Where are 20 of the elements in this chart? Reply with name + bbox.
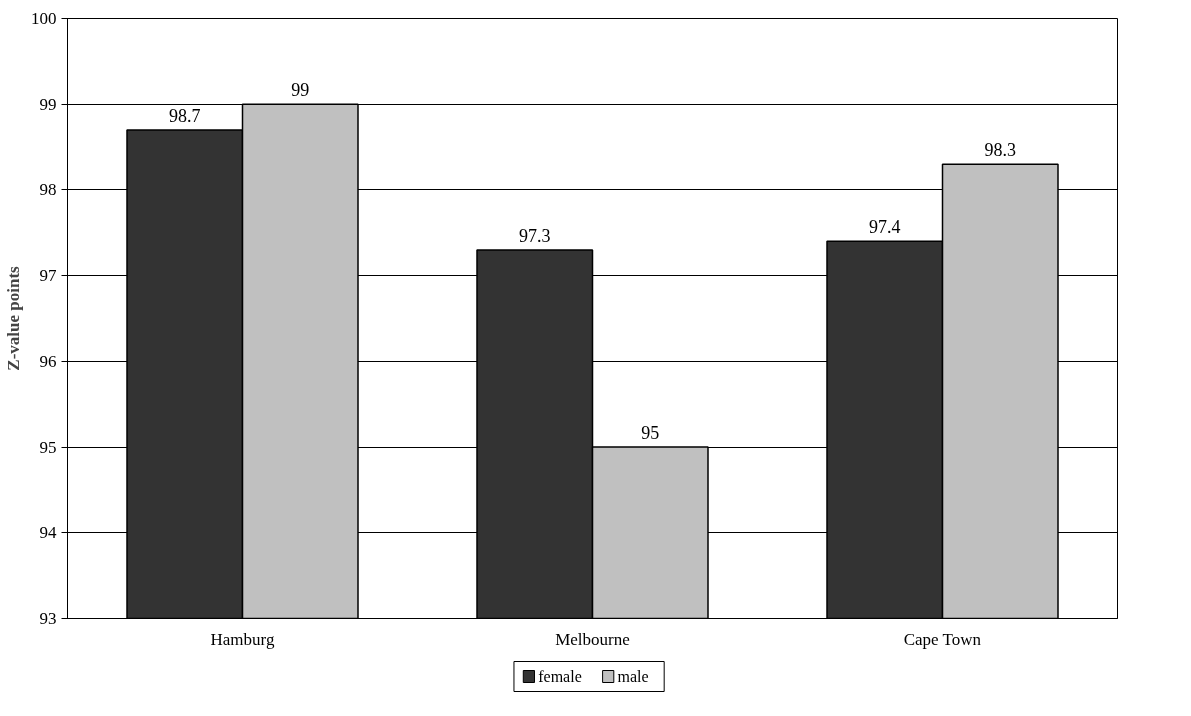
y-tick-label: 95	[39, 437, 57, 457]
y-axis-title: Z-value points	[4, 265, 23, 371]
y-tick-label: 98	[39, 180, 57, 200]
x-tick-label: Melbourne	[555, 629, 630, 649]
data-label: 98.3	[984, 140, 1016, 161]
legend-label: female	[538, 668, 582, 685]
data-label: 97.3	[519, 225, 551, 246]
y-tick-label: 93	[39, 609, 57, 628]
data-label: 98.7	[169, 105, 201, 126]
x-tick-label: Hamburg	[210, 629, 275, 649]
x-tick-label: Cape Town	[903, 629, 982, 649]
data-label: 97.4	[869, 217, 901, 238]
data-label: 95	[641, 423, 660, 444]
legend-label: male	[617, 668, 649, 685]
y-tick-label: 94	[39, 523, 57, 543]
y-tick-label: 97	[39, 266, 57, 286]
y-tick-label: 96	[39, 351, 57, 371]
y-tick-label: 99	[39, 94, 57, 114]
y-tick-label: 100	[31, 9, 57, 28]
data-label: 99	[291, 80, 310, 101]
